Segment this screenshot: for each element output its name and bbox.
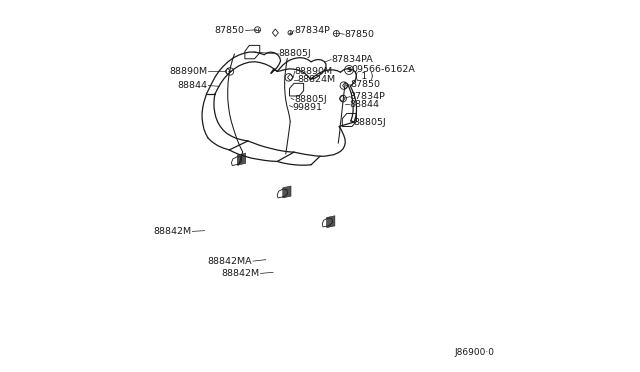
Text: S: S — [346, 67, 351, 73]
Text: 87834P: 87834P — [349, 92, 386, 101]
Text: 88844: 88844 — [349, 100, 379, 109]
Text: 88842MA: 88842MA — [207, 257, 252, 266]
Polygon shape — [326, 216, 335, 228]
Text: 88805J: 88805J — [278, 49, 311, 58]
Polygon shape — [283, 186, 291, 198]
Text: 88824M: 88824M — [298, 75, 336, 84]
Text: 88805J: 88805J — [294, 95, 326, 104]
Text: 88842M: 88842M — [154, 227, 191, 236]
Text: 87850: 87850 — [351, 80, 381, 89]
Text: ( 1 ): ( 1 ) — [355, 72, 374, 81]
Text: 87850: 87850 — [215, 26, 245, 35]
Text: 88890M: 88890M — [170, 67, 207, 76]
Text: 87834PA: 87834PA — [331, 55, 373, 64]
Text: 88890M: 88890M — [294, 67, 333, 76]
Text: 09566-6162A: 09566-6162A — [351, 65, 415, 74]
Text: 87834P: 87834P — [294, 26, 330, 35]
Text: 87850: 87850 — [344, 30, 374, 39]
Text: J86900·0: J86900·0 — [455, 348, 495, 357]
Text: 99891: 99891 — [293, 103, 323, 112]
Text: 88844: 88844 — [178, 81, 207, 90]
Text: 88805J: 88805J — [353, 118, 386, 126]
Polygon shape — [237, 153, 246, 165]
Text: 88842M: 88842M — [221, 269, 260, 278]
